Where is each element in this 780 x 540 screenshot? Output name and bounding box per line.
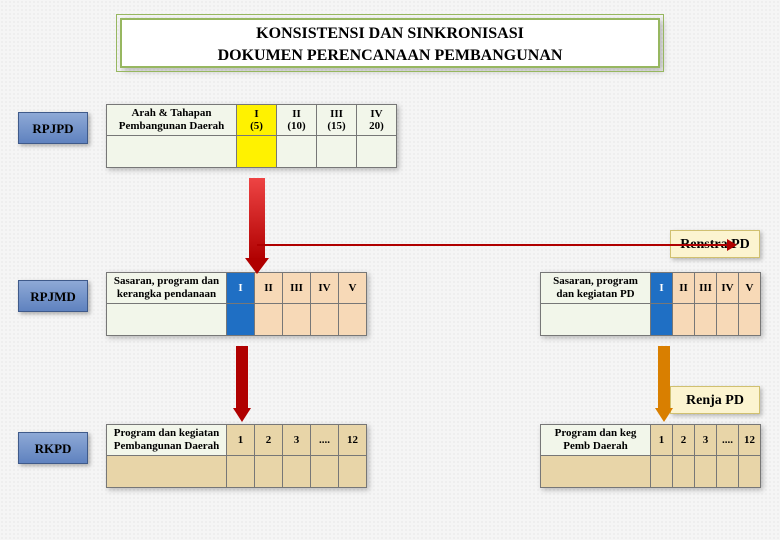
label-rpjpd: RPJPD [18, 112, 88, 144]
title-box: KONSISTENSI DAN SINKRONISASI DOKUMEN PER… [120, 18, 660, 68]
rpjmd-desc-r: Sasaran, program dan kegiatan PD [541, 273, 651, 304]
title-line1: KONSISTENSI DAN SINKRONISASI [122, 23, 658, 45]
arrow-rpjmd-rkpd-left-head [233, 408, 251, 422]
label-renja: Renja PD [670, 386, 760, 414]
table-rpjmd-left: Sasaran, program dan kerangka pendanaan … [106, 272, 367, 336]
table-rpjpd: Arah & Tahapan Pembangunan Daerah I(5) I… [106, 104, 397, 168]
connector-renstra-head [727, 239, 737, 251]
label-rpjmd: RPJMD [18, 280, 88, 312]
table-rkpd-right: Program dan keg Pemb Daerah 1 2 3 .... 1… [540, 424, 761, 488]
table-rpjmd-right: Sasaran, program dan kegiatan PD I II II… [540, 272, 761, 336]
rpjmd-desc-l: Sasaran, program dan kerangka pendanaan [107, 273, 227, 304]
arrow-rpjmd-rkpd-right-head [655, 408, 673, 422]
rkpd-desc-l: Program dan kegiatan Pembangunan Daerah [107, 425, 227, 456]
rkpd-desc-r: Program dan keg Pemb Daerah [541, 425, 651, 456]
arrow-rpjpd-rpjmd-head [245, 258, 269, 274]
title-line2: DOKUMEN PERENCANAAN PEMBANGUNAN [122, 45, 658, 67]
arrow-rpjmd-rkpd-left [236, 346, 248, 410]
rpjpd-desc: Arah & Tahapan Pembangunan Daerah [107, 105, 237, 136]
table-rkpd-left: Program dan kegiatan Pembangunan Daerah … [106, 424, 367, 488]
arrow-rpjmd-rkpd-right [658, 346, 670, 410]
connector-renstra [257, 244, 729, 246]
label-rkpd: RKPD [18, 432, 88, 464]
arrow-rpjpd-rpjmd [249, 178, 265, 260]
